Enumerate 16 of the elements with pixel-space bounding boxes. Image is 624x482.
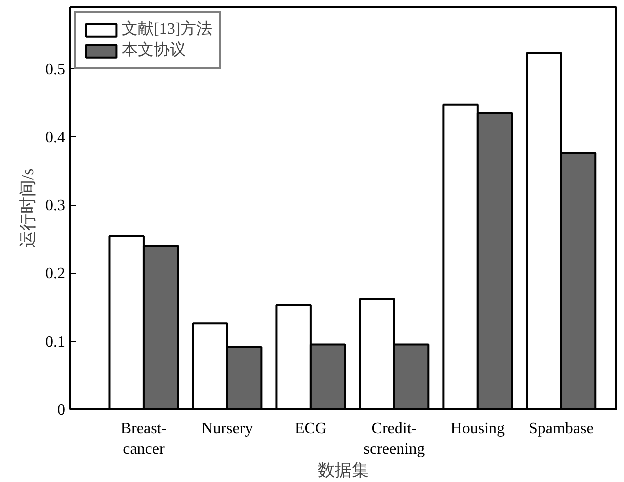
y-tick-label: 0.2 bbox=[46, 266, 66, 283]
legend-label: 文献[13]方法 bbox=[122, 20, 213, 40]
x-tick-label: ECG bbox=[294, 420, 328, 438]
x-axis-title: 数据集 bbox=[318, 460, 369, 480]
y-tick-label: 0.5 bbox=[46, 61, 66, 78]
y-tick-label: 0 bbox=[58, 402, 66, 419]
x-tick-label: Breast- cancer bbox=[120, 420, 168, 458]
legend-label: 本文协议 bbox=[122, 40, 186, 61]
x-tick-label: Housing bbox=[450, 420, 506, 438]
x-tick-label: Credit- screening bbox=[364, 420, 426, 458]
y-tick-label: 0.4 bbox=[46, 129, 66, 146]
y-axis-title: 运行时间/s bbox=[18, 168, 38, 248]
y-tick-label: 0.1 bbox=[46, 334, 66, 351]
x-tick-label: Spambase bbox=[528, 420, 594, 438]
y-tick-label: 0.3 bbox=[46, 198, 66, 215]
x-tick-label: Nursery bbox=[202, 420, 254, 438]
